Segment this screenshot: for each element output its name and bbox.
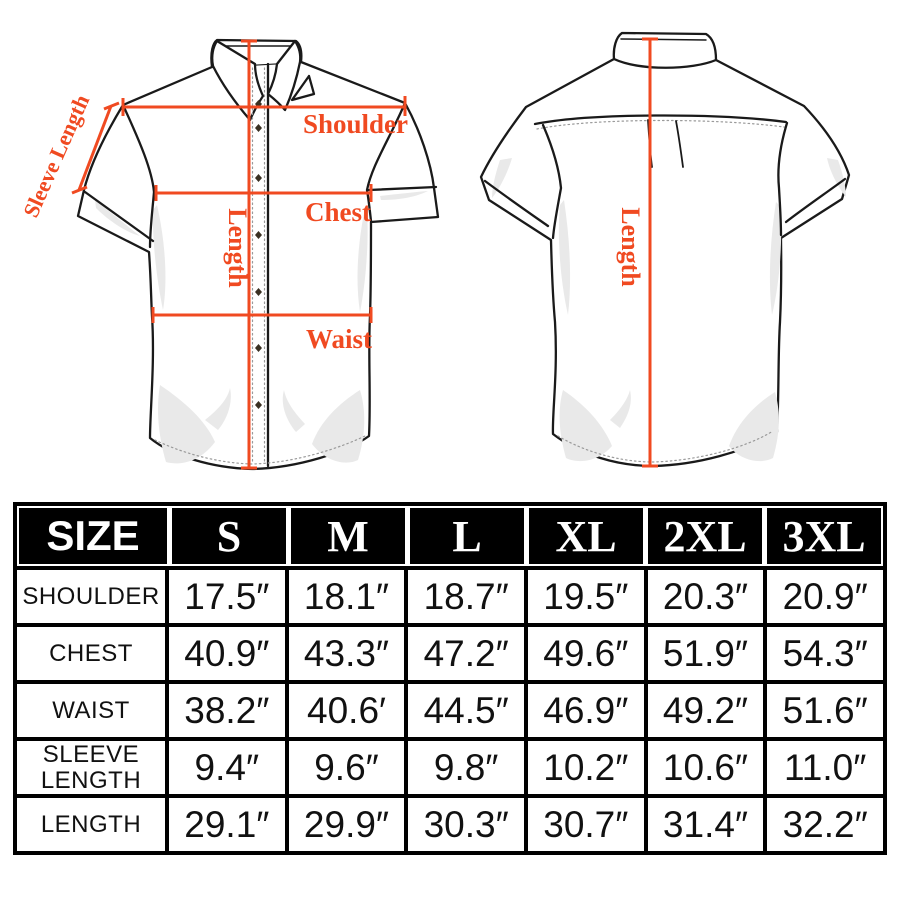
row-label-cell: SHOULDER (17, 570, 165, 623)
front-left-armhole-seam (121, 103, 156, 249)
header-cell-2xl: 2XL (648, 508, 762, 564)
value-cell: 38.2″ (169, 684, 285, 737)
header-cell-3xl: 3XL (767, 508, 881, 564)
value-cell: 40.6′ (288, 684, 405, 737)
back-right-cuff-seam (784, 177, 847, 224)
value-cell: 20.9″ (767, 570, 883, 623)
back-collar-stitch (620, 38, 707, 41)
shirt-diagram-svg: Shoulder Chest Waist Length Sleeve Lengt… (18, 31, 851, 471)
front-shirt-illustration (76, 38, 440, 471)
value-cell: 47.2″ (408, 627, 524, 680)
value-cell: 44.5″ (408, 684, 524, 737)
value-cell: 19.5″ (527, 570, 644, 623)
header-cell-size: SIZE (19, 508, 167, 564)
front-waist-label: Waist (306, 324, 372, 354)
back-length-label: Length (616, 207, 645, 287)
header-cell-l: L (410, 508, 524, 564)
front-waist-measure-line (151, 307, 373, 323)
row-label-cell: WAIST (17, 684, 165, 737)
row-label-cell: LENGTH (17, 798, 165, 851)
header-cell-xl: XL (529, 508, 643, 564)
value-cell: 29.9″ (288, 798, 405, 851)
value-cell: 9.6″ (288, 741, 405, 794)
front-shirt-shading (95, 191, 428, 464)
value-cell: 11.0″ (767, 741, 883, 794)
front-left-cuff-seam (83, 190, 155, 243)
value-cell: 31.4″ (647, 798, 764, 851)
value-cell: 30.3″ (408, 798, 524, 851)
back-shirt-illustration (479, 31, 851, 468)
size-chart-body: SHOULDER 17.5″ 18.1″ 18.7″ 19.5″ 20.3″ 2… (17, 566, 883, 851)
header-cell-s: S (172, 508, 286, 564)
front-placket-stitching (251, 67, 266, 464)
front-sleeve-length-measure-line (71, 101, 120, 195)
value-cell: 29.1″ (169, 798, 285, 851)
value-cell: 18.7″ (408, 570, 524, 623)
value-cell: 43.3″ (288, 627, 405, 680)
value-cell: 9.4″ (169, 741, 285, 794)
back-hem-stitching (557, 430, 774, 463)
row-label-cell: SLEEVE LENGTH (17, 741, 165, 794)
back-shirt-body (479, 31, 851, 468)
value-cell: 49.2″ (647, 684, 764, 737)
front-chest-measure-line (154, 184, 373, 202)
shirt-measurement-diagram: Shoulder Chest Waist Length Sleeve Lengt… (18, 31, 851, 471)
front-length-label: Length (223, 208, 252, 288)
back-left-cuff-seam (483, 179, 550, 228)
measurement-lines (71, 37, 658, 470)
front-right-cuff-seam (367, 185, 438, 192)
front-collar-flip-corner (290, 74, 316, 102)
value-cell: 51.6″ (767, 684, 883, 737)
front-length-measure-line (241, 39, 257, 470)
back-yoke-seam (533, 114, 788, 126)
row-label-cell: CHEST (17, 627, 165, 680)
value-cell: 10.2″ (527, 741, 644, 794)
back-length-measure-line (642, 37, 658, 468)
back-shirt-shading (492, 158, 846, 462)
value-cell: 20.3″ (647, 570, 764, 623)
header-cell-m: M (291, 508, 405, 564)
front-right-armhole-seam (365, 101, 407, 223)
front-shoulder-label: Shoulder (303, 109, 408, 139)
back-collar-bottom (612, 57, 718, 69)
value-cell: 9.8″ (408, 741, 524, 794)
value-cell: 30.7″ (527, 798, 644, 851)
back-yoke-stitching (536, 119, 785, 130)
value-cell: 49.6″ (527, 627, 644, 680)
size-chart-table: SIZE S M L XL 2XL 3XL SHOULDER 17.5″ 18.… (13, 502, 887, 855)
size-chart-header-row: SIZE S M L XL 2XL 3XL (17, 506, 883, 566)
back-pleat-right-line (675, 120, 684, 168)
value-cell: 32.2″ (767, 798, 883, 851)
value-cell: 18.1″ (288, 570, 405, 623)
back-left-armhole-seam (541, 123, 563, 240)
back-right-armhole-seam (777, 121, 789, 237)
front-hem-stitching (154, 435, 366, 465)
value-cell: 46.9″ (527, 684, 644, 737)
value-cell: 17.5″ (169, 570, 285, 623)
front-chest-label: Chest (305, 197, 371, 227)
value-cell: 54.3″ (767, 627, 883, 680)
front-shoulder-measure-line (121, 96, 407, 116)
value-cell: 51.9″ (647, 627, 764, 680)
value-cell: 10.6″ (647, 741, 764, 794)
value-cell: 40.9″ (169, 627, 285, 680)
